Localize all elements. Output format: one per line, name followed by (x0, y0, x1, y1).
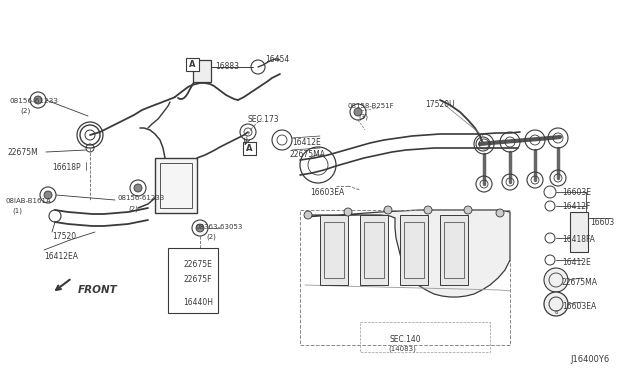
Text: 16418FA: 16418FA (562, 235, 595, 244)
Circle shape (544, 292, 568, 316)
Circle shape (44, 191, 52, 199)
Text: 22675M: 22675M (8, 148, 39, 157)
Bar (400, 215, 428, 285)
Bar (570, 212, 588, 252)
Bar (320, 215, 348, 285)
Polygon shape (305, 210, 510, 297)
Text: 16412F: 16412F (562, 202, 590, 211)
Circle shape (344, 208, 352, 216)
Circle shape (304, 211, 312, 219)
Text: 17520U: 17520U (425, 100, 454, 109)
Text: 16618P: 16618P (52, 163, 81, 172)
Circle shape (384, 206, 392, 214)
Text: 16603E: 16603E (562, 188, 591, 197)
Bar (300, 210, 510, 345)
Circle shape (424, 206, 432, 214)
Circle shape (134, 184, 142, 192)
Circle shape (34, 96, 42, 104)
Text: (14083): (14083) (388, 346, 416, 353)
Text: (1): (1) (12, 208, 22, 215)
Bar (193, 60, 211, 82)
Bar (440, 215, 468, 285)
Text: 16603: 16603 (590, 218, 614, 227)
Circle shape (196, 224, 204, 232)
Text: (2): (2) (128, 205, 138, 212)
Text: FRONT: FRONT (78, 285, 118, 295)
Text: 08156-61233: 08156-61233 (118, 195, 165, 201)
Text: SEC.140: SEC.140 (390, 335, 422, 344)
Text: 16603EA: 16603EA (310, 188, 344, 197)
Text: 22675F: 22675F (183, 275, 211, 284)
Text: 16412EA: 16412EA (44, 252, 78, 261)
Bar (186, 58, 199, 71)
Text: 6: 6 (554, 310, 557, 314)
Text: 22675MA: 22675MA (562, 278, 598, 287)
Text: 16454: 16454 (265, 55, 289, 64)
Text: 08156-61233: 08156-61233 (10, 98, 59, 104)
Text: 08IAB-B161A: 08IAB-B161A (6, 198, 52, 204)
Bar (155, 158, 197, 213)
Text: 16883: 16883 (215, 62, 239, 71)
Text: (2): (2) (20, 108, 30, 115)
Bar (404, 222, 424, 278)
Bar (360, 215, 388, 285)
Text: A: A (189, 60, 196, 69)
Circle shape (354, 108, 362, 116)
Circle shape (544, 268, 568, 292)
Circle shape (464, 206, 472, 214)
Text: 08158-B251F: 08158-B251F (348, 103, 395, 109)
Bar (243, 142, 256, 155)
Text: A: A (246, 144, 253, 153)
Text: 22675MA: 22675MA (290, 150, 326, 159)
Bar (160, 163, 192, 208)
Text: (3): (3) (358, 113, 368, 119)
Bar (168, 248, 218, 313)
Text: SEC.173: SEC.173 (248, 115, 280, 124)
Text: (2): (2) (206, 234, 216, 241)
Text: 16412E: 16412E (292, 138, 321, 147)
Text: 16603EA: 16603EA (562, 302, 596, 311)
Bar (324, 222, 344, 278)
Text: 22675E: 22675E (183, 260, 212, 269)
Bar (364, 222, 384, 278)
Text: 16440H: 16440H (183, 298, 213, 307)
Bar (360, 322, 490, 352)
Bar (444, 222, 464, 278)
Text: J16400Y6: J16400Y6 (570, 355, 609, 364)
Text: 08363-63053: 08363-63053 (196, 224, 243, 230)
Text: 16412E: 16412E (562, 258, 591, 267)
Text: 17520: 17520 (52, 232, 76, 241)
Circle shape (496, 209, 504, 217)
